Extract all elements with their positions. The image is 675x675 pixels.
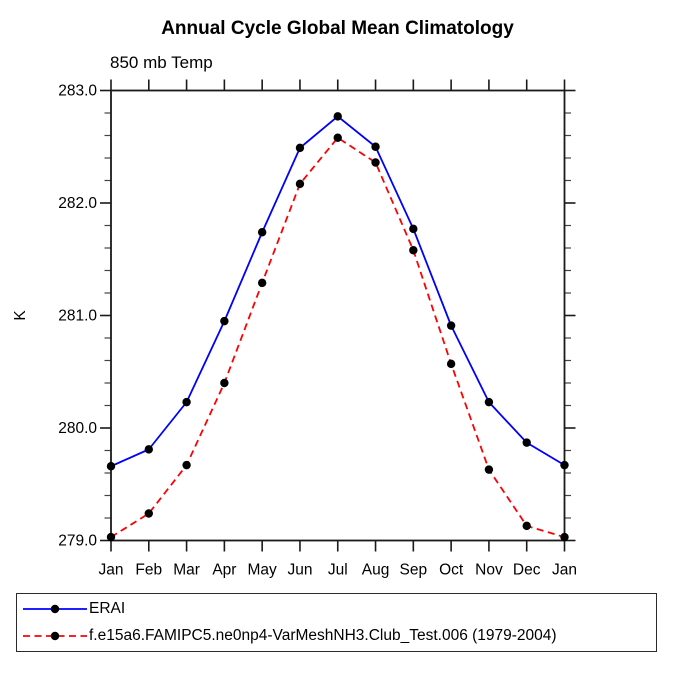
- axis-frame: [110, 89, 566, 542]
- x-tick-label: Apr: [212, 562, 236, 579]
- y-tick-label: 280.0: [58, 420, 97, 437]
- legend-item-model: f.e15a6.FAMIPC5.ne0np4-VarMeshNH3.Club_T…: [21, 623, 656, 650]
- chart-title: Annual Cycle Global Mean Climatology: [161, 18, 514, 39]
- x-tick-label: Jun: [287, 562, 312, 579]
- data-point: [257, 228, 267, 237]
- plot-area: 279.0 280.0 281.0 282.0 283.0 Jan Feb Mar Apr May…: [12, 79, 577, 579]
- data-point: [182, 460, 191, 470]
- x-tick-label: Jan: [552, 562, 577, 579]
- data-point: [560, 460, 569, 470]
- x-tick-label: Dec: [513, 562, 541, 579]
- data-point: [446, 359, 456, 369]
- y-tick-label: 279.0: [58, 533, 97, 550]
- data-point: [522, 438, 531, 447]
- data-point: [484, 397, 494, 407]
- data-point: [333, 112, 342, 121]
- legend-line-sample-dashed: [23, 631, 87, 641]
- legend-label-erai: ERAI: [89, 600, 126, 618]
- series-line-0: [110, 115, 565, 468]
- x-tick-label: Jan: [99, 562, 124, 579]
- x-tick-label: Aug: [362, 562, 390, 579]
- data-point: [446, 321, 456, 330]
- data-point: [371, 142, 380, 151]
- data-point: [295, 143, 305, 153]
- y-tick-label: 283.0: [58, 83, 97, 100]
- legend-label-model: f.e15a6.FAMIPC5.ne0np4-VarMeshNH3.Club_T…: [89, 627, 557, 645]
- data-point: [144, 445, 153, 454]
- data-point: [106, 462, 116, 471]
- data-point: [220, 378, 229, 388]
- legend-line-sample-solid: [23, 604, 87, 614]
- legend-box: ERAI f.e15a6.FAMIPC5.ne0np4-VarMeshNH3.C…: [16, 593, 657, 652]
- data-point: [484, 465, 494, 474]
- data-point: [257, 278, 267, 288]
- x-tick-label: May: [248, 562, 278, 579]
- x-tick-label: Oct: [439, 562, 464, 579]
- data-point: [144, 509, 153, 518]
- x-tick-label: Sep: [400, 562, 428, 579]
- data-point: [106, 532, 116, 542]
- y-tick-label: 282.0: [58, 195, 97, 212]
- data-point: [522, 521, 531, 531]
- data-point: [220, 316, 229, 326]
- x-tick-label: Jul: [328, 562, 348, 579]
- chart-subtitle: 850 mb Temp: [110, 53, 213, 72]
- y-axis-label: K: [12, 310, 29, 321]
- data-point: [409, 224, 418, 234]
- series-line-1: [110, 136, 565, 538]
- x-tick-label: Feb: [135, 562, 162, 579]
- legend-sample-marker: [50, 604, 60, 614]
- legend-sample-marker: [50, 631, 60, 641]
- data-point: [295, 179, 305, 189]
- data-point: [560, 532, 569, 542]
- legend-item-erai: ERAI: [21, 596, 656, 623]
- data-point: [182, 397, 191, 407]
- data-point: [333, 133, 342, 142]
- data-point: [409, 246, 418, 255]
- data-point: [371, 158, 380, 167]
- x-tick-label: Nov: [475, 562, 503, 579]
- x-tick-label: Mar: [173, 562, 200, 579]
- y-tick-label: 281.0: [58, 308, 97, 325]
